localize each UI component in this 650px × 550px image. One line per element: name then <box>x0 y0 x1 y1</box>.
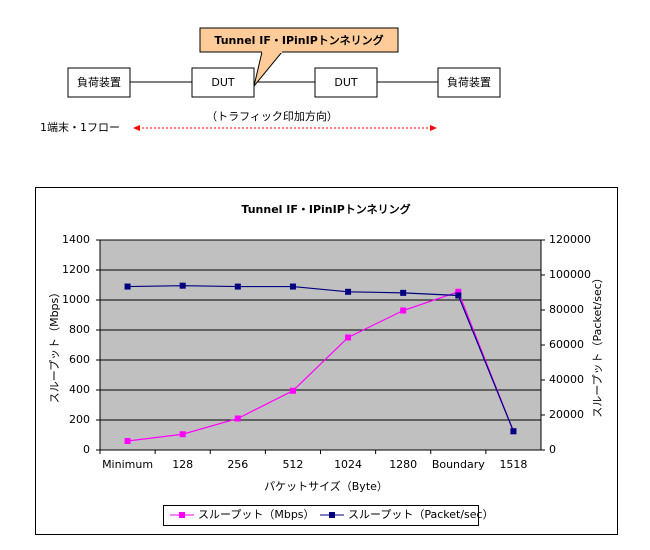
point-marker <box>400 289 407 296</box>
point-marker <box>345 334 352 341</box>
node-box <box>437 67 501 98</box>
y-tick-label: 400 <box>69 383 90 396</box>
y-tick-label: 1000 <box>62 293 90 306</box>
y-tick-label: 200 <box>69 413 90 426</box>
y2-tick-label: 80000 <box>549 303 584 316</box>
x-tick-label: Minimum <box>102 458 153 471</box>
y2-tick-label: 40000 <box>549 373 584 386</box>
point-marker <box>234 283 241 290</box>
x-tick-label: 1518 <box>499 458 527 471</box>
y2-tick-label: 20000 <box>549 408 584 421</box>
flow-label: 1端末・1フロー <box>40 120 120 134</box>
legend-marker <box>329 512 335 518</box>
y-axis-label: スループット（Mbps） <box>48 287 61 404</box>
y-tick-label: 600 <box>69 353 90 366</box>
x-tick-label: 1280 <box>389 458 417 471</box>
arrow-head <box>133 125 140 131</box>
series-line <box>127 285 514 432</box>
y2-tick-label: 0 <box>549 443 556 456</box>
point-marker <box>124 438 131 444</box>
y2-tick-label: 100000 <box>549 268 591 281</box>
point-marker <box>179 282 186 289</box>
x-tick-label: Boundary <box>432 458 485 471</box>
point-marker <box>179 431 186 438</box>
x-tick-label: 128 <box>172 458 193 471</box>
x-tick-label: 1024 <box>334 458 362 471</box>
legend-marker <box>179 512 185 518</box>
direction-label: （トラフィック印加方向） <box>206 109 338 123</box>
point-marker <box>455 292 462 299</box>
node-box <box>314 67 378 98</box>
point-marker <box>455 288 462 295</box>
y-tick-label: 1200 <box>62 263 90 276</box>
node-label: 負荷装置 <box>447 76 491 89</box>
y2-axis-label: スループット（Packet/sec） <box>591 272 604 418</box>
y-tick-label: 1400 <box>62 233 90 246</box>
node-box <box>191 67 255 98</box>
y2-tick-label: 60000 <box>549 338 584 351</box>
point-marker <box>400 307 407 314</box>
x-axis-label: パケットサイズ（Byte） <box>264 479 388 493</box>
y-tick-label: 800 <box>69 323 90 336</box>
arrow-head <box>430 125 437 131</box>
x-tick-label: 512 <box>282 458 303 471</box>
point-marker <box>510 428 517 435</box>
node-label: 負荷装置 <box>77 76 121 89</box>
legend-label: スループット（Mbps） <box>198 508 315 521</box>
legend-label: スループット（Packet/sec） <box>348 508 494 521</box>
node-box <box>67 67 131 98</box>
chart-title: Tunnel IF・IPinIPトンネリング <box>241 202 410 216</box>
point-marker <box>345 288 352 295</box>
point-marker <box>289 283 296 290</box>
x-tick-label: 256 <box>227 458 248 471</box>
point-marker <box>234 415 241 422</box>
point-marker <box>289 387 296 394</box>
callout-pointer <box>253 51 284 87</box>
y-tick-label: 0 <box>83 443 90 456</box>
point-marker <box>124 283 131 290</box>
plot-area <box>99 239 542 451</box>
callout-box <box>199 27 399 53</box>
y2-tick-label: 120000 <box>549 233 591 246</box>
callout-text: Tunnel IF・IPinIPトンネリング <box>214 33 383 47</box>
node-label: DUT <box>211 76 235 89</box>
node-label: DUT <box>334 76 358 89</box>
